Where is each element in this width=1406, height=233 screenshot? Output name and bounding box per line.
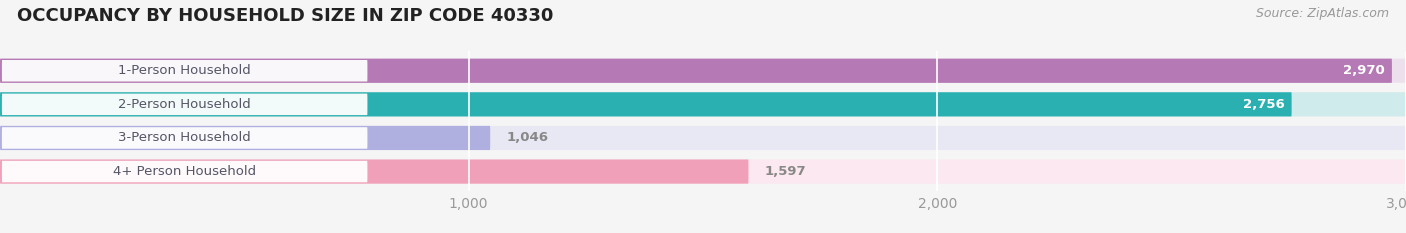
FancyBboxPatch shape bbox=[1, 60, 367, 82]
Text: 2,756: 2,756 bbox=[1243, 98, 1285, 111]
FancyBboxPatch shape bbox=[0, 159, 1406, 184]
Text: 1,597: 1,597 bbox=[765, 165, 807, 178]
FancyBboxPatch shape bbox=[1, 127, 367, 149]
FancyBboxPatch shape bbox=[0, 159, 748, 184]
FancyBboxPatch shape bbox=[0, 126, 1406, 150]
Text: 4+ Person Household: 4+ Person Household bbox=[112, 165, 256, 178]
Text: OCCUPANCY BY HOUSEHOLD SIZE IN ZIP CODE 40330: OCCUPANCY BY HOUSEHOLD SIZE IN ZIP CODE … bbox=[17, 7, 553, 25]
FancyBboxPatch shape bbox=[0, 126, 491, 150]
FancyBboxPatch shape bbox=[0, 59, 1392, 83]
FancyBboxPatch shape bbox=[1, 94, 367, 115]
Text: 1,046: 1,046 bbox=[506, 131, 548, 144]
FancyBboxPatch shape bbox=[1, 161, 367, 182]
Text: 2-Person Household: 2-Person Household bbox=[118, 98, 252, 111]
Text: Source: ZipAtlas.com: Source: ZipAtlas.com bbox=[1256, 7, 1389, 20]
Text: 3-Person Household: 3-Person Household bbox=[118, 131, 252, 144]
Text: 2,970: 2,970 bbox=[1343, 64, 1385, 77]
FancyBboxPatch shape bbox=[0, 92, 1292, 116]
FancyBboxPatch shape bbox=[0, 92, 1406, 116]
Text: 1-Person Household: 1-Person Household bbox=[118, 64, 252, 77]
FancyBboxPatch shape bbox=[0, 59, 1406, 83]
